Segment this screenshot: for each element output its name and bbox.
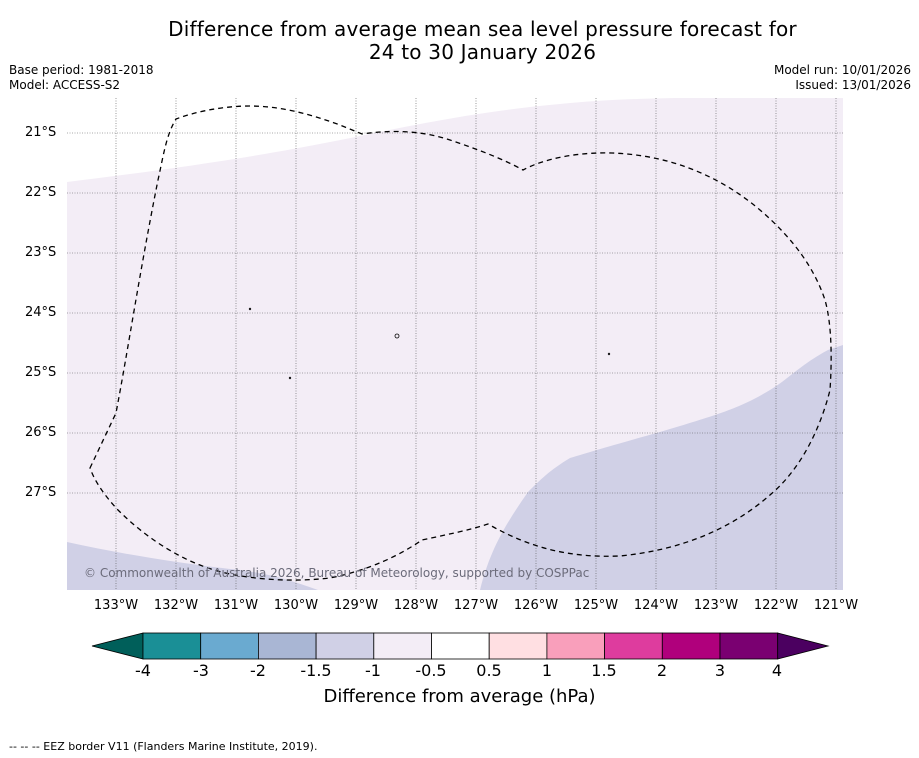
lat-label: 25°S (25, 365, 57, 380)
colorbar-tick: 2 (656, 661, 668, 680)
colorbar-tick: 0.5 (476, 661, 502, 680)
colorbar-bin (142, 632, 202, 660)
colorbar-tick: -3 (193, 661, 209, 680)
lon-label: 124°W (633, 598, 679, 613)
eez-legend-note: -- -- -- EEZ border V11 (Flanders Marine… (9, 740, 318, 753)
lon-label: 129°W (333, 598, 379, 613)
colorbar-label: Difference from average (hPa) (323, 686, 596, 707)
colorbar-tick: -1 (365, 661, 381, 680)
lat-label: 24°S (25, 305, 57, 320)
issued-date: Issued: 13/01/2026 (795, 78, 911, 92)
lon-label: 123°W (693, 598, 739, 613)
title-line-1: Difference from average mean sea level p… (168, 17, 797, 41)
colorbar-bin (257, 632, 317, 660)
lon-label: 122°W (753, 598, 799, 613)
lat-label: 22°S (25, 185, 57, 200)
colorbar-bin (488, 632, 548, 660)
lon-label: 127°W (453, 598, 499, 613)
copyright-text: © Commonwealth of Australia 2026, Bureau… (84, 566, 589, 580)
meta-right: Model run: 10/01/2026 Issued: 13/01/2026 (774, 63, 911, 93)
colorbar-bin (373, 632, 432, 660)
lon-label: 130°W (273, 598, 319, 613)
colorbar-bin (604, 632, 663, 660)
colorbar-extend-max (777, 632, 830, 660)
title-line-2: 24 to 30 January 2026 (368, 40, 597, 64)
lat-label: 26°S (25, 425, 57, 440)
lon-label: 131°W (213, 598, 259, 613)
colorbar-bin (315, 632, 375, 660)
island-markers (248, 307, 611, 380)
colorbar (91, 632, 830, 660)
lon-label: 121°W (813, 598, 859, 613)
map-title: Difference from average mean sea level p… (0, 18, 919, 64)
colorbar-bin (546, 632, 606, 660)
colorbar-tick: 1 (541, 661, 553, 680)
colorbar-bin (200, 632, 259, 660)
lon-label: 133°W (93, 598, 139, 613)
colorbar-extend-min (91, 632, 144, 660)
lat-label: 23°S (25, 245, 57, 260)
map-plot-area (67, 98, 843, 590)
colorbar-tick: 3 (714, 661, 726, 680)
colorbar-bin (661, 632, 721, 660)
lon-label: 125°W (573, 598, 619, 613)
lat-label: 27°S (25, 485, 57, 500)
pressure-anomaly-region-mid-right (480, 345, 843, 590)
colorbar-tick: -0.5 (415, 661, 447, 680)
model-run: Model run: 10/01/2026 (773, 63, 911, 77)
colorbar-tick: 1.5 (591, 661, 617, 680)
lon-label: 132°W (153, 598, 199, 613)
meta-left: Base period: 1981-2018 Model: ACCESS-S2 (9, 63, 154, 93)
grid-lines (67, 98, 843, 590)
lon-label: 128°W (393, 598, 439, 613)
colorbar-tick: 4 (771, 661, 783, 680)
model-name: Model: ACCESS-S2 (9, 78, 121, 92)
eez-border (89, 105, 832, 581)
base-period: Base period: 1981-2018 (9, 63, 154, 77)
lon-label: 126°W (513, 598, 559, 613)
lat-label: 21°S (25, 125, 57, 140)
colorbar-bin (719, 632, 779, 660)
colorbar-tick: -1.5 (300, 661, 332, 680)
colorbar-tick: -4 (135, 661, 151, 680)
colorbar-tick: -2 (250, 661, 266, 680)
colorbar-bin (431, 632, 490, 660)
